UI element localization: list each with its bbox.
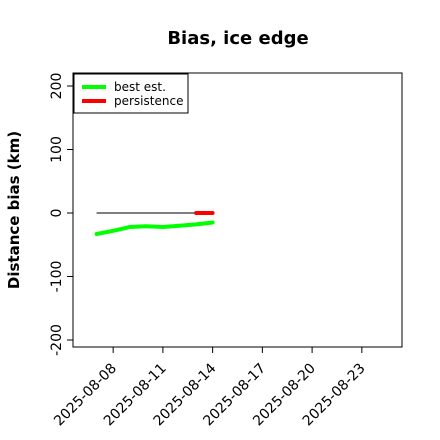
y-tick-label: 100 xyxy=(49,136,65,163)
y-tick-label: 200 xyxy=(49,73,65,100)
legend-label: persistence xyxy=(114,94,183,108)
series-line-best-est xyxy=(94,220,215,236)
series-layer xyxy=(94,211,215,236)
y-tick-label: -100 xyxy=(49,261,65,293)
y-axis: -200 -100 0 100 200 xyxy=(49,73,73,356)
legend-box xyxy=(73,73,189,114)
y-axis-label: Distance bias (km) xyxy=(5,131,23,289)
y-tick-label: -200 xyxy=(49,324,65,356)
plot-frame xyxy=(72,72,403,348)
chart-title: Bias, ice edge xyxy=(167,28,308,49)
y-tick-label: 0 xyxy=(49,209,65,218)
legend-label: best est. xyxy=(114,80,166,94)
legend: best est.persistence xyxy=(73,73,189,114)
x-axis: 2025-08-082025-08-112025-08-142025-08-17… xyxy=(51,347,369,429)
